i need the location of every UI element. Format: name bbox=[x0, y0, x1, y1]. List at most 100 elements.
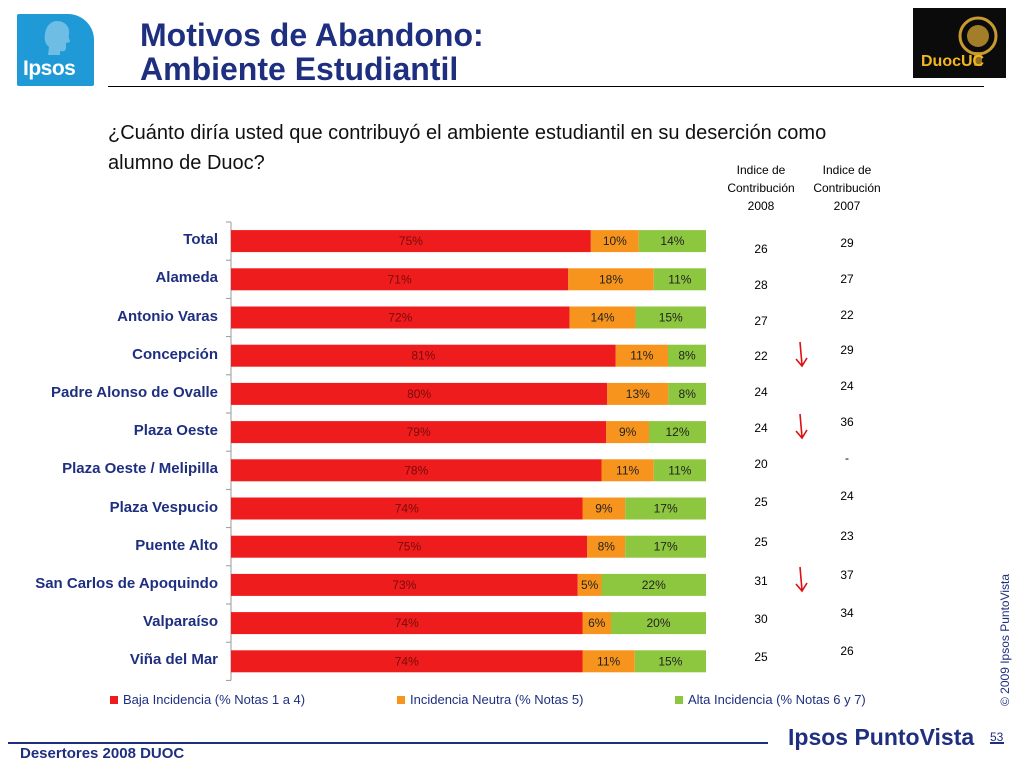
bar-segment bbox=[569, 306, 636, 329]
bar-data-label: 18% bbox=[599, 272, 623, 286]
index-header-2008: Indice de Contribución 2008 bbox=[727, 163, 795, 213]
index-2007-value: 24 bbox=[840, 489, 854, 503]
bar-data-label: 75% bbox=[399, 234, 423, 248]
category-label: Alameda bbox=[155, 269, 218, 287]
bar-segment bbox=[590, 230, 639, 253]
bar-data-label: 11% bbox=[630, 349, 653, 363]
index-2008-value: 27 bbox=[754, 314, 768, 328]
bar-segment bbox=[635, 306, 706, 329]
footer-brand-logo: Ipsos PuntoVista bbox=[788, 724, 975, 750]
down-arrow-icon bbox=[795, 341, 808, 368]
category-label: Plaza Oeste bbox=[133, 422, 218, 440]
bar-segment bbox=[601, 573, 706, 596]
duoc-crest-icon bbox=[958, 16, 998, 66]
bar-data-label: 11% bbox=[668, 463, 691, 477]
bar-data-label: 14% bbox=[591, 311, 615, 325]
ipsos-logo: Ipsos bbox=[17, 14, 94, 86]
bar-segment bbox=[568, 268, 654, 291]
bar-data-label: 15% bbox=[659, 311, 683, 325]
index-2008-value: 25 bbox=[754, 495, 768, 509]
bar-segment bbox=[231, 268, 569, 291]
category-label: Puente Alto bbox=[135, 536, 218, 554]
bar-data-label: 20% bbox=[646, 616, 670, 630]
title-line-2: Ambiente Estudiantil bbox=[140, 51, 459, 87]
ipsos-logo-text: Ipsos bbox=[23, 57, 76, 80]
bar-segment bbox=[625, 535, 706, 558]
legend-label: Incidencia Neutra (% Notas 5) bbox=[410, 692, 584, 707]
bar-segment bbox=[615, 344, 668, 367]
index-2008-value: 25 bbox=[754, 650, 768, 664]
category-label: Plaza Oeste / Melipilla bbox=[62, 460, 218, 478]
bar-data-label: 17% bbox=[654, 502, 678, 516]
bar-data-label: 8% bbox=[598, 540, 616, 554]
bar-data-label: 74% bbox=[395, 502, 419, 516]
index-header-2007: Indice de Contribución 2007 bbox=[813, 163, 881, 213]
bar-data-label: 78% bbox=[404, 463, 428, 477]
bar-data-label: 79% bbox=[407, 425, 431, 439]
bar-segment bbox=[231, 344, 616, 367]
index-2007-value: 22 bbox=[840, 308, 854, 322]
index-2008-value: 22 bbox=[754, 349, 768, 363]
index-2008-value: 30 bbox=[754, 612, 768, 626]
bar-data-label: 8% bbox=[678, 349, 696, 363]
bar-data-label: 6% bbox=[588, 616, 606, 630]
bar-data-label: 9% bbox=[619, 425, 637, 439]
index-2008-value: 24 bbox=[754, 421, 768, 435]
survey-question: ¿Cuánto diría usted que contribuyó el am… bbox=[108, 122, 827, 174]
bar-data-label: 71% bbox=[388, 272, 412, 286]
bar-data-label: 14% bbox=[660, 234, 684, 248]
bar-segment bbox=[638, 230, 706, 253]
bar-data-label: 73% bbox=[392, 578, 416, 592]
bar-data-label: 74% bbox=[395, 654, 419, 668]
bar-segment bbox=[231, 306, 570, 329]
bar-data-label: 75% bbox=[397, 540, 421, 554]
footer-divider bbox=[8, 742, 768, 744]
index-2008-value: 28 bbox=[754, 278, 768, 292]
category-label: Concepción bbox=[132, 345, 218, 363]
bar-segment bbox=[634, 650, 706, 673]
bar-segment bbox=[653, 459, 706, 482]
index-2008-value: 31 bbox=[754, 574, 768, 588]
bar-segment bbox=[582, 497, 626, 520]
bar-segment bbox=[231, 230, 591, 253]
bar-segment bbox=[587, 535, 626, 558]
footer-study-name: Desertores 2008 DUOC bbox=[20, 745, 185, 762]
footer-divider-right bbox=[990, 742, 1004, 744]
bar-segment bbox=[668, 382, 706, 405]
bar-data-label: 13% bbox=[626, 387, 650, 401]
bar-data-label: 80% bbox=[407, 387, 431, 401]
category-label: Padre Alonso de Ovalle bbox=[51, 383, 218, 401]
category-label: Valparaíso bbox=[142, 613, 218, 631]
legend-label: Baja Incidencia (% Notas 1 a 4) bbox=[123, 692, 306, 707]
legend-item-baja: Baja Incidencia (% Notas 1 a 4) bbox=[110, 692, 305, 707]
page-title: Motivos de Abandono: Ambiente Estudianti… bbox=[140, 18, 484, 86]
duoc-logo-text: DuocUC bbox=[921, 53, 985, 70]
index-2008-value: 20 bbox=[754, 457, 768, 471]
legend-item-neutra: Incidencia Neutra (% Notas 5) bbox=[397, 692, 583, 707]
index-2007-value: 34 bbox=[840, 606, 854, 620]
category-label: Antonio Varas bbox=[117, 307, 218, 325]
duoc-logo: DuocUC bbox=[913, 8, 1006, 78]
bar-data-label: 15% bbox=[658, 654, 682, 668]
bar-segment bbox=[231, 421, 607, 444]
bar-segment bbox=[231, 612, 583, 635]
index-2007-value: 26 bbox=[840, 644, 854, 658]
bar-data-label: 11% bbox=[597, 654, 620, 668]
title-divider bbox=[108, 86, 984, 87]
legend-swatch bbox=[110, 696, 118, 704]
category-label: Plaza Vespucio bbox=[109, 498, 218, 516]
legend-swatch bbox=[397, 696, 405, 704]
ipsos-head-icon bbox=[44, 21, 70, 55]
bar-data-label: 11% bbox=[668, 272, 691, 286]
bar-data-label: 72% bbox=[388, 311, 412, 325]
bar-segment bbox=[668, 344, 706, 367]
down-arrow-icon bbox=[795, 566, 808, 593]
bar-data-label: 17% bbox=[654, 540, 678, 554]
bar-segment bbox=[231, 535, 588, 558]
bar-segment bbox=[582, 650, 635, 673]
index-2007-value: 27 bbox=[840, 272, 854, 286]
bar-data-label: 5% bbox=[581, 578, 599, 592]
index-2007-value: 37 bbox=[840, 568, 854, 582]
bar-data-label: 11% bbox=[616, 463, 639, 477]
legend-swatch bbox=[675, 696, 683, 704]
